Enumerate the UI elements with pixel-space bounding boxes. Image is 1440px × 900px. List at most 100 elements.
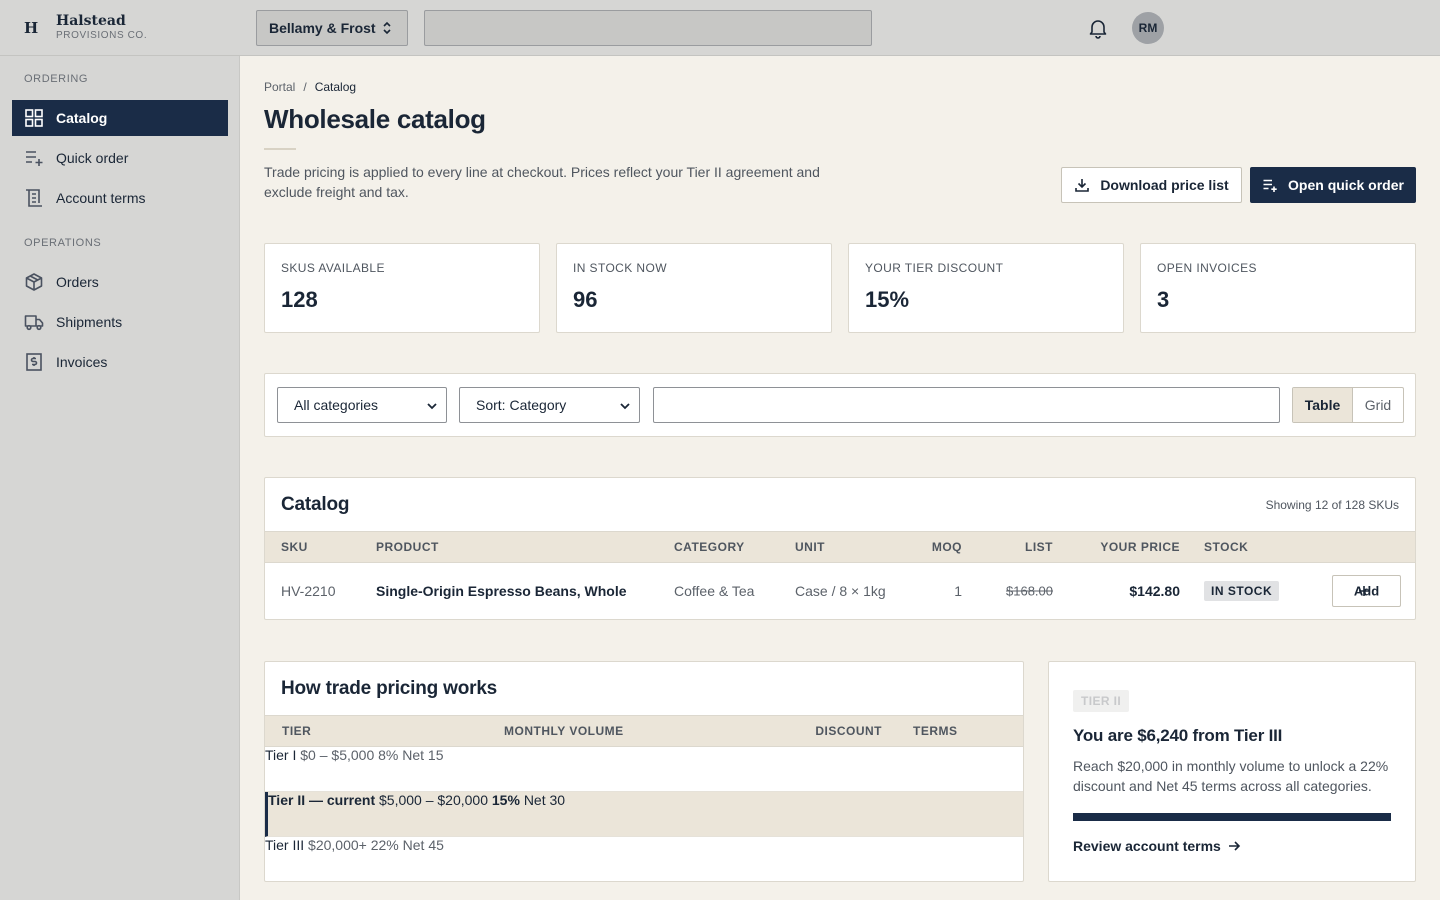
truck-icon: [24, 315, 44, 331]
add-to-order-button[interactable]: Add: [1332, 575, 1401, 607]
list-add-icon: [26, 151, 43, 166]
stat-card-tier-discount: YOUR TIER DISCOUNT 15%: [848, 243, 1124, 333]
row-sku: HV-2210: [281, 583, 336, 599]
open-quick-order-label: Open quick order: [1288, 177, 1404, 193]
sort-select[interactable]: Sort: Category: [459, 387, 640, 423]
stat-card-in-stock: IN STOCK NOW 96: [556, 243, 832, 333]
tier-pill: TIER II: [1073, 690, 1130, 712]
view-toggle: Table Grid: [1292, 387, 1404, 423]
arrow-right-icon: [1228, 841, 1240, 851]
brand-name: Halstead: [56, 13, 126, 29]
review-account-terms-label: Review account terms: [1073, 838, 1221, 854]
column-header[interactable]: UNIT: [795, 540, 825, 554]
stat-value: 128: [281, 287, 318, 312]
breadcrumb-separator: /: [303, 80, 307, 94]
tier-progress-headline: You are $6,240 from Tier III: [1073, 726, 1283, 745]
sidebar: ORDERING Catalog Quick order Account ter…: [0, 56, 240, 900]
list-add-icon: [1263, 179, 1277, 192]
catalog-search-input[interactable]: [653, 387, 1280, 423]
sidebar-item-label: Account terms: [56, 190, 146, 206]
table-row-current: Tier II — current $5,000 – $20,000 15% N…: [265, 792, 1023, 837]
column-header[interactable]: STOCK: [1204, 540, 1249, 554]
catalog-card: Catalog Showing 12 of 128 SKUs SKU PRODU…: [264, 477, 1416, 620]
sidebar-item-quick-order[interactable]: Quick order: [12, 140, 228, 176]
sidebar-item-label: Orders: [56, 274, 99, 290]
sidebar-item-catalog[interactable]: Catalog: [12, 100, 228, 136]
pricing-card: How trade pricing works TIER MONTHLY VOL…: [264, 661, 1024, 882]
sidebar-section-operations: OPERATIONS: [24, 237, 102, 249]
column-header: MONTHLY VOLUME: [504, 724, 624, 738]
view-table-button[interactable]: Table: [1293, 388, 1353, 422]
title-divider: [264, 148, 296, 150]
page-title: Wholesale catalog: [264, 104, 486, 134]
tier-progress-bar: [1073, 813, 1391, 821]
table-row[interactable]: HV-2210 Single-Origin Espresso Beans, Wh…: [265, 563, 1415, 619]
row-list-price: $168.00: [1006, 583, 1053, 599]
download-price-list-button[interactable]: Download price list: [1061, 167, 1242, 203]
sidebar-item-label: Quick order: [56, 150, 129, 166]
stat-label: SKUS AVAILABLE: [281, 261, 385, 275]
chevron-down-icon: [427, 403, 437, 410]
sidebar-item-label: Shipments: [56, 314, 123, 330]
brand-logo[interactable]: H Halstead PROVISIONS CO.: [24, 10, 240, 46]
sort-select-value: Sort: Category: [476, 397, 567, 413]
sidebar-section-ordering: ORDERING: [24, 73, 89, 85]
column-header[interactable]: MOQ: [931, 540, 962, 554]
brand-mark: H: [24, 19, 39, 37]
column-header: DISCOUNT: [815, 724, 882, 738]
sidebar-item-account-terms[interactable]: Account terms: [12, 180, 228, 216]
grid-icon: [25, 109, 43, 127]
tier-volume: $20,000+: [308, 837, 367, 853]
chevron-up-down-icon: [383, 21, 391, 35]
tier-progress-fill: [1073, 813, 1391, 821]
review-account-terms-link[interactable]: Review account terms: [1073, 838, 1241, 854]
tier-discount: 22%: [370, 837, 399, 853]
top-bar: H Halstead PROVISIONS CO. Bellamy & Fros…: [0, 0, 1440, 56]
stat-card-open-invoices: OPEN INVOICES 3: [1140, 243, 1416, 333]
column-header[interactable]: LIST: [1025, 540, 1053, 554]
catalog-count: Showing 12 of 128 SKUs: [1265, 498, 1399, 512]
sidebar-item-shipments[interactable]: Shipments: [12, 304, 228, 340]
row-product[interactable]: Single-Origin Espresso Beans, Whole: [376, 583, 627, 599]
add-to-order-label: Add: [1353, 583, 1380, 599]
tier-volume: $0 – $5,000: [300, 747, 375, 763]
stat-label: OPEN INVOICES: [1157, 261, 1257, 275]
column-header[interactable]: PRODUCT: [376, 540, 439, 554]
sidebar-item-invoices[interactable]: Invoices: [12, 344, 228, 380]
account-name: Bellamy & Frost: [269, 20, 376, 36]
breadcrumb: Portal / Catalog: [264, 80, 356, 94]
pricing-title: How trade pricing works: [281, 678, 498, 699]
sidebar-item-orders[interactable]: Orders: [12, 264, 228, 300]
tier-progress-body: Reach $20,000 in monthly volume to unloc…: [1073, 758, 1389, 794]
tier-volume: $5,000 – $20,000: [379, 792, 488, 808]
open-quick-order-button[interactable]: Open quick order: [1250, 167, 1416, 203]
tier-progress-card: TIER II You are $6,240 from Tier III Rea…: [1048, 661, 1416, 882]
catalog-table-header: SKU PRODUCT CATEGORY UNIT MOQ LIST YOUR …: [265, 531, 1415, 563]
stat-value: 15%: [865, 287, 910, 312]
sidebar-item-label: Catalog: [56, 110, 108, 126]
avatar[interactable]: RM: [1132, 12, 1164, 44]
account-switcher[interactable]: Bellamy & Frost: [256, 10, 408, 46]
view-grid-button[interactable]: Grid: [1364, 397, 1392, 413]
tier-discount: 8%: [378, 747, 399, 763]
tier-terms: Net 45: [402, 837, 444, 853]
row-your-price: $142.80: [1129, 583, 1180, 599]
tier-terms: Net 15: [402, 747, 444, 763]
breadcrumb-portal[interactable]: Portal: [264, 80, 296, 94]
catalog-title: Catalog: [281, 494, 350, 515]
stat-label: YOUR TIER DISCOUNT: [865, 261, 1004, 275]
tier-terms: Net 30: [523, 792, 566, 808]
column-header[interactable]: SKU: [281, 540, 308, 554]
row-category: Coffee & Tea: [674, 583, 755, 599]
bell-icon[interactable]: [1086, 16, 1110, 40]
page-intro: Trade pricing is applied to every line a…: [264, 164, 820, 200]
category-select[interactable]: All categories: [277, 387, 447, 423]
global-search-input[interactable]: [424, 10, 872, 46]
plus-icon: [1358, 586, 1369, 596]
table-row: Tier III $20,000+ 22% Net 45: [265, 837, 1023, 881]
column-header[interactable]: CATEGORY: [674, 540, 745, 554]
column-header[interactable]: YOUR PRICE: [1100, 540, 1180, 554]
sidebar-item-label: Invoices: [56, 354, 108, 370]
ledger-icon: [26, 189, 42, 207]
stat-card-skus: SKUS AVAILABLE 128: [264, 243, 540, 333]
